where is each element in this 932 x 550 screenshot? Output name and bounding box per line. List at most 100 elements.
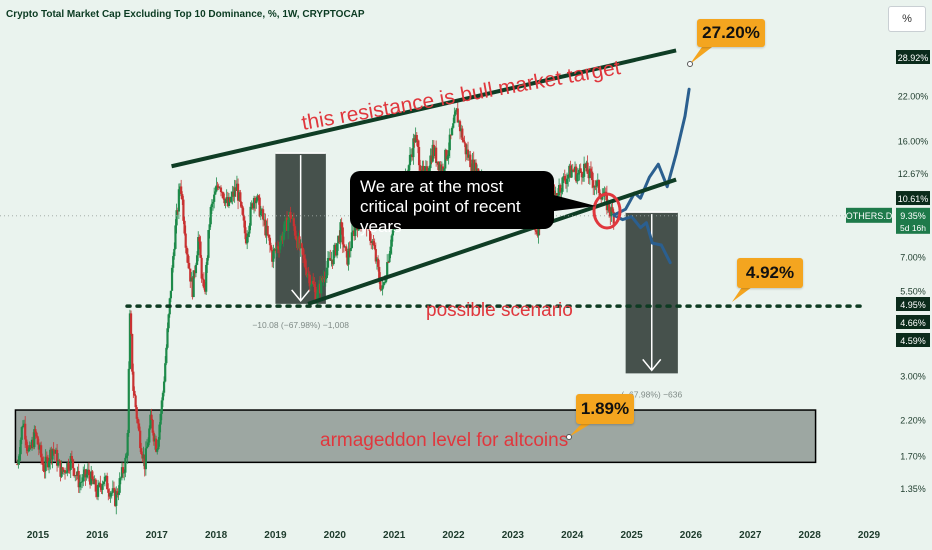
candle <box>213 194 216 202</box>
critical-point-bubble: We are at the most critical point of rec… <box>350 171 554 236</box>
candle <box>199 241 202 258</box>
candle <box>263 219 266 221</box>
candle <box>584 163 587 168</box>
candle <box>295 235 298 240</box>
support-trendline[interactable] <box>307 177 677 306</box>
countdown-label: 5d 16h <box>900 223 926 233</box>
level-tag-label: 4.66% <box>900 318 926 328</box>
candle <box>96 484 100 497</box>
candle <box>75 475 78 476</box>
candle <box>78 482 81 488</box>
candle <box>281 235 284 241</box>
candle <box>124 457 127 473</box>
candle <box>415 135 418 141</box>
candle <box>121 467 125 474</box>
candle <box>464 143 467 155</box>
candle <box>306 274 309 276</box>
candle <box>285 217 289 231</box>
candle <box>166 328 169 348</box>
candle <box>300 243 303 248</box>
x-tick-label: 2029 <box>858 530 881 541</box>
bull-projection-line <box>612 87 691 217</box>
x-tick-label: 2025 <box>620 530 643 541</box>
candle <box>341 227 344 245</box>
y-tick-label: 2.20% <box>900 415 926 425</box>
candle <box>439 164 442 172</box>
x-tick-label: 2017 <box>146 530 169 541</box>
candle <box>380 289 383 291</box>
candle <box>588 168 591 179</box>
callout-pointer <box>569 420 597 437</box>
candle <box>95 491 99 497</box>
candle <box>351 230 355 233</box>
candle <box>30 439 34 448</box>
candle <box>424 166 427 171</box>
candle <box>147 442 150 447</box>
candle <box>325 267 328 278</box>
candle <box>282 232 285 241</box>
candle <box>264 219 267 236</box>
candle <box>207 229 210 258</box>
candle <box>79 482 83 483</box>
candle <box>175 210 178 226</box>
candle <box>60 467 63 477</box>
candle <box>234 187 237 191</box>
candle <box>16 464 19 465</box>
x-tick-label: 2028 <box>799 530 822 541</box>
candle <box>206 257 209 265</box>
candle <box>151 419 154 433</box>
candle <box>70 456 73 460</box>
candle <box>293 226 297 236</box>
candle <box>556 195 560 197</box>
candle <box>77 471 80 488</box>
candle <box>390 235 393 247</box>
candle <box>343 246 347 248</box>
candle <box>107 489 110 493</box>
candle <box>437 161 440 171</box>
candle <box>98 483 101 485</box>
candle <box>387 262 390 263</box>
candle <box>193 270 196 274</box>
measure-label: −10.08 (−67.98%) −1,008 <box>252 320 349 330</box>
candle <box>100 487 103 490</box>
candle <box>32 439 35 448</box>
candle <box>302 255 306 259</box>
symbol-tag[interactable] <box>846 207 892 223</box>
candle <box>61 467 64 472</box>
candle <box>167 314 170 329</box>
candle <box>43 470 46 472</box>
candle <box>569 165 572 178</box>
candle <box>102 481 105 485</box>
candle <box>188 262 191 269</box>
candle <box>164 363 167 382</box>
candle <box>309 284 313 287</box>
candle <box>230 196 233 202</box>
candle <box>602 195 605 197</box>
candle <box>191 277 194 298</box>
candle <box>407 165 410 176</box>
candle <box>589 168 593 172</box>
candle <box>67 462 70 470</box>
candle <box>318 283 322 294</box>
candle <box>172 256 175 268</box>
candle <box>232 191 235 197</box>
candle <box>233 187 236 197</box>
candle <box>590 171 594 181</box>
x-tick-label: 2026 <box>680 530 703 541</box>
candle <box>76 471 79 476</box>
candle <box>83 469 86 475</box>
resistance-trendline[interactable] <box>171 48 677 169</box>
candle <box>563 176 566 181</box>
candle <box>257 195 260 198</box>
percent-scale-button[interactable]: % <box>888 6 926 32</box>
candle <box>276 246 280 249</box>
candle <box>65 472 68 474</box>
candle <box>228 197 232 202</box>
candle <box>185 247 188 255</box>
candle <box>136 418 139 424</box>
candle <box>596 180 599 182</box>
candle <box>116 491 119 495</box>
y-tick-label: 3.00% <box>900 372 926 382</box>
